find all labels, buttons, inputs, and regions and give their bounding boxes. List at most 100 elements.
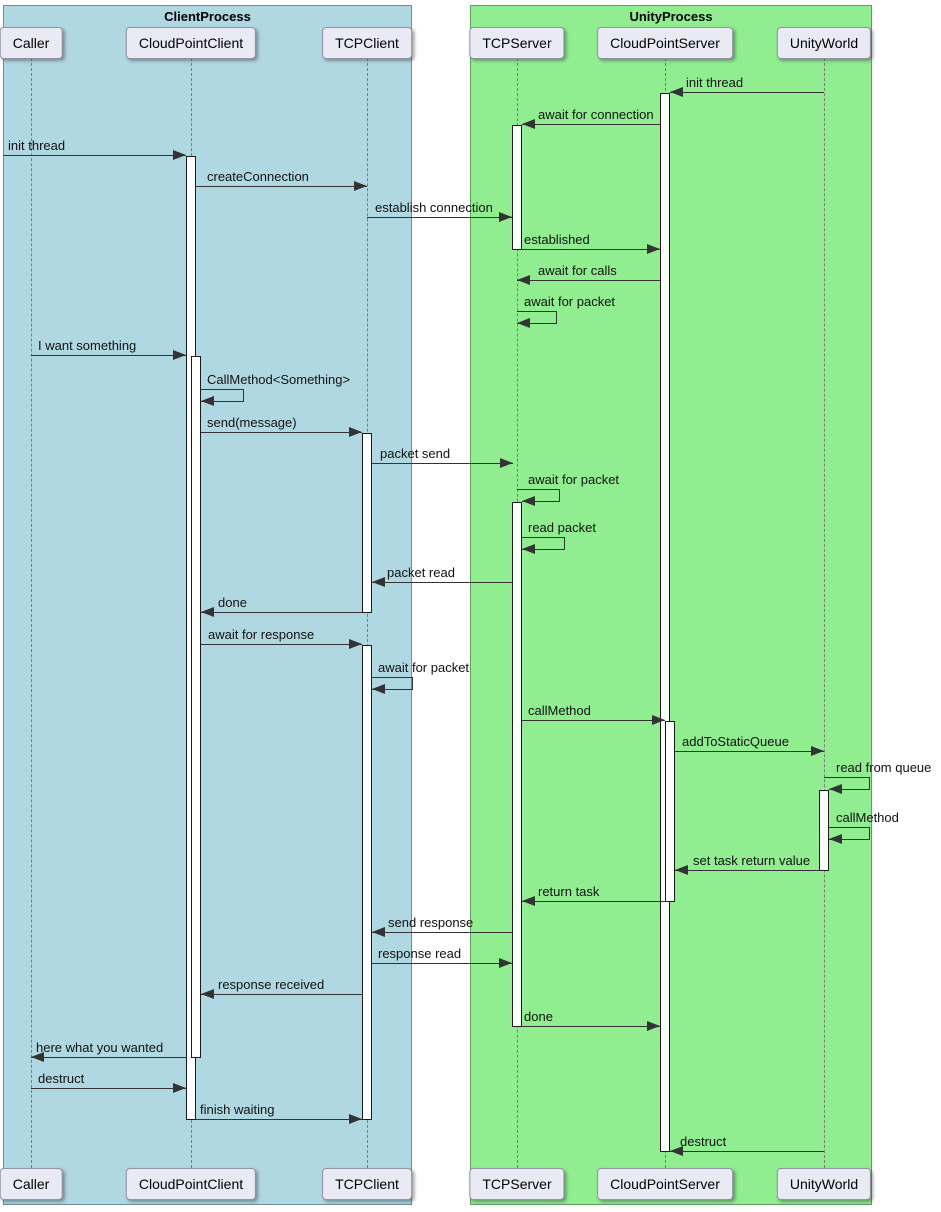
message-i-want-something-line	[31, 355, 186, 356]
message-done-arrowhead-icon	[647, 1021, 660, 1031]
message-i-want-something-label: I want something	[38, 338, 137, 353]
participant-top-tcp-client: TCPClient	[322, 27, 412, 59]
frame-client-process	[3, 5, 412, 1205]
message-init-thread-arrowhead-icon	[173, 150, 186, 160]
lifeline-tcp-client	[367, 58, 368, 1168]
message-init-thread-line	[3, 155, 186, 156]
activation-cloud-point-server	[660, 93, 670, 1152]
message-here-what-you-wanted-line	[31, 1057, 186, 1058]
message-callmethod-something-arrowhead-icon	[201, 396, 214, 406]
activation-unity-world	[819, 790, 829, 871]
message-return-task-line	[522, 901, 665, 902]
message-packet-send-line	[372, 463, 513, 464]
message-packet-read-label: packet read	[387, 565, 455, 580]
message-done-label: done	[524, 1009, 553, 1024]
message-response-read-arrowhead-icon	[499, 958, 512, 968]
activation-tcp-client	[362, 645, 372, 1120]
message-destruct-arrowhead-icon	[670, 1146, 683, 1156]
activation-cloud-point-client-nested	[191, 356, 201, 1058]
message-read-from-queue-arrowhead-icon	[829, 784, 842, 794]
message-await-for-packet-line-bottom	[517, 323, 557, 324]
message-await-for-calls-label: await for calls	[538, 263, 617, 278]
message-callmethod-line-top	[829, 827, 870, 828]
message-response-read-label: response read	[378, 946, 462, 961]
message-packet-send-arrowhead-icon	[500, 458, 513, 468]
participant-top-unity-world: UnityWorld	[776, 27, 872, 59]
message-callmethod-arrowhead-icon	[829, 834, 842, 844]
message-established-line	[522, 249, 660, 250]
message-send-response-line	[372, 932, 512, 933]
message-read-from-queue-line-right	[869, 777, 870, 789]
participant-top-cloud-point-client: CloudPointClient	[125, 27, 257, 59]
message-destruct-line	[670, 1151, 824, 1152]
message-init-thread-label: init thread	[8, 138, 66, 153]
frame-title-client-process: ClientProcess	[164, 9, 251, 24]
message-await-for-packet-line-bottom	[522, 501, 560, 502]
message-await-for-packet-arrowhead-icon	[517, 318, 530, 328]
message-init-thread-arrowhead-icon	[670, 87, 683, 97]
participant-bottom-caller: Caller	[0, 1168, 63, 1200]
message-send-message-arrowhead-icon	[349, 427, 362, 437]
message-read-packet-line-right	[564, 537, 565, 549]
message-response-read-line	[372, 963, 512, 964]
frame-title-unity-process: UnityProcess	[629, 9, 713, 24]
message-send-message-label: send(message)	[207, 415, 297, 430]
message-await-for-packet-label: await for packet	[524, 294, 616, 309]
message-here-what-you-wanted-arrowhead-icon	[31, 1052, 44, 1062]
participant-bottom-unity-world: UnityWorld	[776, 1168, 872, 1200]
participant-top-caller: Caller	[0, 27, 63, 59]
message-here-what-you-wanted-label: here what you wanted	[36, 1040, 164, 1055]
message-init-thread-label: init thread	[686, 75, 744, 90]
message-response-received-line	[201, 994, 362, 995]
activation-tcp-client	[362, 433, 372, 613]
message-await-for-response-arrowhead-icon	[349, 639, 362, 649]
participant-bottom-tcp-client: TCPClient	[322, 1168, 412, 1200]
participant-top-tcp-server: TCPServer	[469, 27, 565, 59]
message-read-from-queue-line-bottom	[829, 789, 870, 790]
participant-bottom-tcp-server: TCPServer	[469, 1168, 565, 1200]
message-done-line	[522, 1026, 660, 1027]
message-await-for-packet-line-top	[372, 677, 413, 678]
message-read-packet-line-top	[522, 537, 565, 538]
message-response-received-arrowhead-icon	[201, 989, 214, 999]
message-await-for-calls-arrowhead-icon	[517, 275, 530, 285]
message-await-for-packet-line-right	[559, 489, 560, 501]
message-callmethod-line-right	[869, 827, 870, 839]
message-addtostaticqueue-arrowhead-icon	[811, 746, 824, 756]
message-read-packet-arrowhead-icon	[522, 544, 535, 554]
frame-unity-process	[470, 5, 872, 1205]
message-destruct-arrowhead-icon	[173, 1083, 186, 1093]
message-await-for-packet-line-bottom	[372, 689, 413, 690]
message-establish-connection-arrowhead-icon	[499, 212, 512, 222]
lifeline-caller	[31, 58, 32, 1168]
message-callmethod-something-line-right	[243, 389, 244, 401]
message-await-for-connection-arrowhead-icon	[522, 119, 535, 129]
message-await-for-packet-line-top	[517, 489, 560, 490]
message-await-for-packet-label: await for packet	[528, 472, 620, 487]
message-await-for-packet-arrowhead-icon	[522, 496, 535, 506]
message-createconnection-label: createConnection	[207, 169, 309, 184]
message-return-task-arrowhead-icon	[522, 896, 535, 906]
message-established-arrowhead-icon	[647, 244, 660, 254]
message-packet-read-line	[372, 582, 512, 583]
message-done-label: done	[218, 595, 247, 610]
message-read-from-queue-line-top	[824, 777, 870, 778]
message-response-received-label: response received	[218, 977, 325, 992]
message-finish-waiting-label: finish waiting	[200, 1102, 275, 1117]
message-await-for-packet-line-right	[412, 677, 413, 689]
message-establish-connection-label: establish connection	[375, 200, 493, 215]
message-callmethod-something-line-bottom	[201, 401, 244, 402]
message-addtostaticqueue-label: addToStaticQueue	[682, 734, 789, 749]
message-i-want-something-arrowhead-icon	[173, 350, 186, 360]
message-await-for-connection-line	[522, 124, 660, 125]
message-send-message-line	[201, 432, 362, 433]
message-callmethod-line-bottom	[829, 839, 870, 840]
message-set-task-return-value-arrowhead-icon	[675, 865, 688, 875]
message-send-response-label: send response	[388, 915, 474, 930]
message-await-for-packet-arrowhead-icon	[372, 684, 385, 694]
message-callmethod-something-line-top	[201, 389, 244, 390]
lifeline-unity-world	[824, 58, 825, 1168]
message-destruct-line	[31, 1088, 186, 1089]
participant-bottom-cloud-point-client: CloudPointClient	[125, 1168, 257, 1200]
